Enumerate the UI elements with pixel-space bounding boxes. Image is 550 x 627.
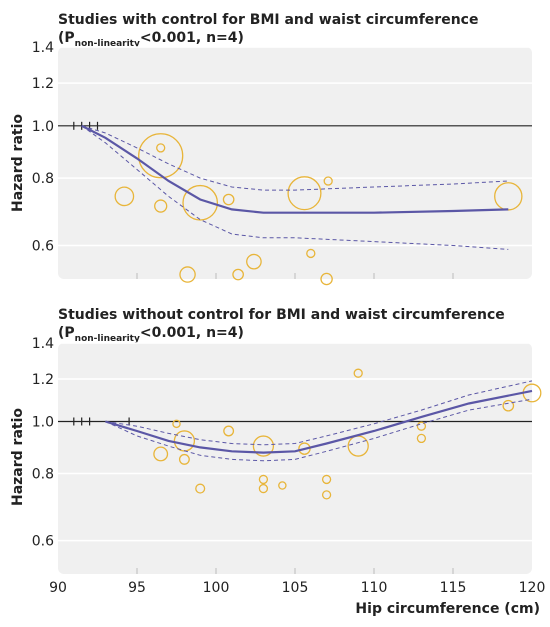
panel2-study-bubble <box>195 483 206 494</box>
panel1-study-bubble <box>287 176 322 211</box>
panel2-study-bubble <box>153 446 169 462</box>
x-tick-label: 115 <box>440 580 467 596</box>
panel2-study-bubble <box>172 419 181 429</box>
x-tick-label: 100 <box>203 580 230 596</box>
panel2-y-axis-label: Hazard ratio <box>10 408 26 506</box>
panel1-y-tick-label: 1.4 <box>32 40 54 56</box>
panel1-study-bubble <box>114 186 135 207</box>
panel1-y-tick-label: 0.6 <box>32 238 54 254</box>
panel1-study-bubble <box>154 199 168 213</box>
panel2-y-tick-label: 0.8 <box>32 467 54 483</box>
panel1-study-bubble <box>179 266 196 283</box>
panel2-study-bubble <box>321 490 332 500</box>
panel1-background <box>58 47 532 279</box>
x-tick-label: 90 <box>49 580 67 596</box>
panel2-y-tick-label: 0.6 <box>32 534 54 550</box>
panel1-y-axis-label: Hazard ratio <box>10 114 26 212</box>
x-axis-label: Hip circumference (cm) <box>355 601 540 617</box>
panel1-ci-lower <box>81 125 509 250</box>
panel2-study-bubble <box>178 453 190 465</box>
panel2-y-tick-label: 1.0 <box>32 414 54 430</box>
panel1-study-bubble <box>323 176 333 186</box>
panel1-study-bubble <box>232 268 244 281</box>
panel1-plot: 0.6 0.8 1.0 1.2 1.4 <box>32 40 532 286</box>
x-tick-label: 105 <box>282 580 309 596</box>
panel1-study-bubble <box>320 272 333 286</box>
x-tick-label: 95 <box>128 580 146 596</box>
panel2-ci-upper <box>105 380 533 446</box>
panel2-study-bubble <box>353 368 363 378</box>
panel2-study-bubble <box>416 421 427 431</box>
panel2-subtitle: (Pnon-linearity<0.001, n=4) <box>58 325 244 344</box>
panel2-study-bubble <box>258 474 269 485</box>
panel1-study-bubble <box>138 133 184 179</box>
panel1-study-bubble <box>156 143 166 153</box>
panel1-study-bubble <box>246 253 262 270</box>
panel2-background <box>58 343 532 574</box>
panel2-plot: 0.6 0.8 1.0 1.2 1.4 90 95 100 105 110 115 120 <box>32 336 546 596</box>
panel1-y-tick-label: 0.8 <box>32 171 54 187</box>
panel1-y-tick-label: 1.2 <box>32 76 54 92</box>
panel1-subtitle: (Pnon-linearity<0.001, n=4) <box>58 30 244 49</box>
panel1-study-bubble <box>222 193 235 206</box>
x-tick-label: 110 <box>361 580 388 596</box>
x-tick-label: 120 <box>519 580 546 596</box>
panel2-title: Studies without control for BMI and wais… <box>58 307 505 323</box>
panel2-fit-curve <box>105 389 533 454</box>
panel2-study-bubble <box>416 433 427 444</box>
panel1-title: Studies with control for BMI and waist c… <box>58 12 478 28</box>
panel2-study-bubble <box>258 483 269 494</box>
panel2-y-tick-label: 1.2 <box>32 372 54 388</box>
panel1-y-tick-label: 1.0 <box>32 119 54 135</box>
panel1-fit-curve <box>81 124 509 214</box>
panel2-y-tick-label: 1.4 <box>32 336 54 352</box>
panel2-study-bubble <box>502 399 515 412</box>
panel1-study-bubble <box>306 248 316 259</box>
panel2-study-bubble <box>252 435 275 457</box>
panel2-study-bubble <box>321 474 332 485</box>
panel1-ci-upper <box>81 125 509 191</box>
panel1-study-bubble <box>182 184 219 221</box>
panel2-study-bubble <box>278 481 287 490</box>
panel2-study-bubble <box>223 425 235 437</box>
